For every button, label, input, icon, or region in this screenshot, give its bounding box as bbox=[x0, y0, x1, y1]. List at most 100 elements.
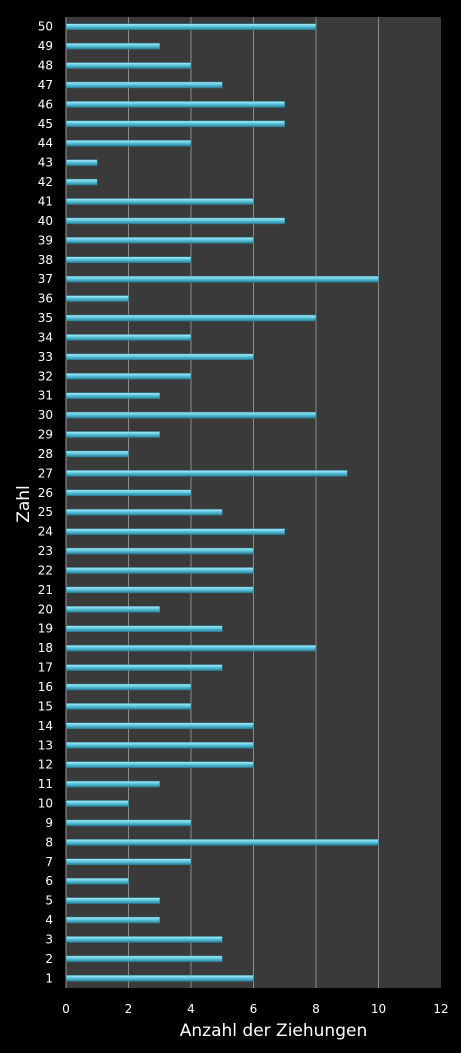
bar bbox=[65, 334, 192, 341]
y-tick-label: 12 bbox=[38, 758, 53, 772]
y-tick-label: 11 bbox=[38, 777, 53, 791]
bar bbox=[65, 217, 285, 225]
bar bbox=[65, 742, 254, 749]
x-tick-label: 10 bbox=[371, 1002, 386, 1016]
bar bbox=[65, 314, 317, 322]
y-tick-label: 5 bbox=[45, 894, 53, 908]
bar bbox=[65, 936, 223, 943]
bar bbox=[65, 761, 254, 768]
bar bbox=[65, 411, 317, 419]
bar bbox=[65, 703, 192, 710]
bar bbox=[65, 295, 129, 302]
bar bbox=[65, 139, 192, 147]
bar bbox=[65, 450, 129, 458]
y-tick-label: 13 bbox=[38, 738, 53, 752]
y-tick-label: 34 bbox=[38, 330, 53, 344]
bar bbox=[65, 780, 160, 788]
y-tick-label: 8 bbox=[45, 835, 53, 849]
y-tick-label: 21 bbox=[38, 583, 53, 597]
y-tick-label: 4 bbox=[45, 913, 53, 927]
y-tick-label: 31 bbox=[38, 389, 53, 403]
bar bbox=[65, 625, 223, 632]
y-tick-label: 44 bbox=[38, 136, 53, 150]
y-tick-label: 42 bbox=[38, 175, 53, 189]
bar bbox=[65, 819, 192, 827]
bar bbox=[65, 373, 192, 380]
bar bbox=[65, 178, 98, 186]
bar bbox=[65, 489, 192, 497]
y-tick-label: 49 bbox=[38, 39, 53, 53]
y-tick-label: 39 bbox=[38, 233, 53, 247]
bar bbox=[65, 858, 192, 866]
x-tick-label: 12 bbox=[433, 1002, 448, 1016]
x-axis-title: Anzahl der Ziehungen bbox=[180, 1021, 367, 1041]
y-tick-label: 30 bbox=[38, 408, 53, 422]
bar bbox=[65, 508, 223, 516]
y-tick-label: 10 bbox=[38, 797, 53, 811]
bar bbox=[65, 606, 160, 613]
y-tick-label: 37 bbox=[38, 272, 53, 286]
y-tick-label: 47 bbox=[38, 78, 53, 92]
x-tick-label: 8 bbox=[312, 1002, 320, 1016]
bar bbox=[65, 120, 285, 128]
y-tick-label: 29 bbox=[38, 428, 53, 442]
y-tick-label: 25 bbox=[38, 505, 53, 519]
y-axis-title: Zahl bbox=[14, 485, 34, 523]
y-tick-label: 45 bbox=[38, 117, 53, 131]
bar bbox=[65, 81, 223, 89]
bar bbox=[65, 839, 379, 846]
bar bbox=[65, 586, 254, 594]
y-tick-label: 27 bbox=[38, 466, 53, 480]
y-tick-label: 6 bbox=[45, 874, 53, 888]
bar bbox=[65, 664, 223, 671]
y-tick-label: 33 bbox=[38, 350, 53, 364]
y-tick-label: 50 bbox=[38, 20, 53, 34]
bar bbox=[65, 275, 379, 283]
bars bbox=[65, 23, 379, 982]
y-tick-label: 15 bbox=[38, 699, 53, 713]
y-tick-label: 9 bbox=[45, 816, 53, 830]
bar bbox=[65, 528, 285, 535]
bar bbox=[65, 567, 254, 574]
bar bbox=[65, 101, 285, 108]
y-tick-label: 23 bbox=[38, 544, 53, 558]
bar bbox=[65, 256, 192, 263]
y-tick-label: 46 bbox=[38, 97, 53, 111]
bar bbox=[65, 431, 160, 438]
y-tick-label: 18 bbox=[38, 641, 53, 655]
x-tick-label: 2 bbox=[125, 1002, 133, 1016]
x-tick-label: 6 bbox=[250, 1002, 258, 1016]
bar bbox=[65, 23, 317, 30]
x-tick-label: 4 bbox=[187, 1002, 195, 1016]
y-tick-label: 1 bbox=[45, 971, 53, 985]
x-tick-label: 0 bbox=[62, 1002, 70, 1016]
y-tick-label: 36 bbox=[38, 292, 53, 306]
bar bbox=[65, 722, 254, 730]
y-tick-label: 22 bbox=[38, 563, 53, 577]
bar bbox=[65, 547, 254, 555]
bar bbox=[65, 353, 254, 361]
y-tick-label: 26 bbox=[38, 486, 53, 500]
bar bbox=[65, 42, 160, 50]
y-tick-label: 24 bbox=[38, 525, 53, 539]
bar bbox=[65, 877, 129, 885]
bar bbox=[65, 159, 98, 166]
y-tick-label: 40 bbox=[38, 214, 53, 228]
bar bbox=[65, 644, 317, 652]
bar bbox=[65, 975, 254, 982]
bar bbox=[65, 955, 223, 963]
y-tick-label: 38 bbox=[38, 253, 53, 267]
bar bbox=[65, 916, 160, 924]
y-tick-label: 43 bbox=[38, 156, 53, 170]
x-axis-tick-labels: 0 2 4 6 8 10 12 bbox=[62, 1002, 448, 1016]
y-tick-label: 2 bbox=[45, 952, 53, 966]
bar bbox=[65, 800, 129, 807]
y-tick-label: 17 bbox=[38, 661, 53, 675]
y-tick-label: 48 bbox=[38, 59, 53, 73]
y-tick-label: 3 bbox=[45, 932, 53, 946]
bar bbox=[65, 392, 160, 399]
y-axis-tick-labels: 1234567891011121314151617181920212223242… bbox=[38, 20, 53, 986]
bar bbox=[65, 237, 254, 244]
y-tick-label: 28 bbox=[38, 447, 53, 461]
bar bbox=[65, 683, 192, 691]
